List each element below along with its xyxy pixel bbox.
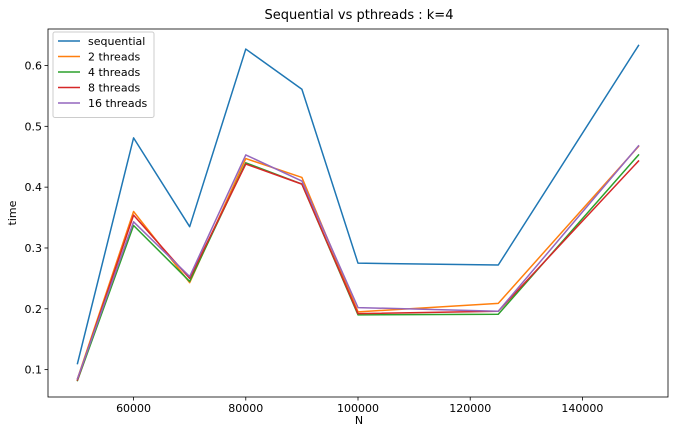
x-tick-label: 100000	[337, 402, 379, 415]
x-axis: 60000 80000 100000 120000 140000	[116, 397, 603, 415]
y-tick-label: 0.5	[25, 120, 43, 133]
series-line-1	[76, 44, 640, 365]
x-tick-label: 120000	[449, 402, 491, 415]
legend: sequential 2 threads 4 threads 8 threads 16 …	[52, 31, 155, 118]
legend-label-5: 16 threads	[88, 97, 148, 110]
series-line-4	[76, 159, 640, 381]
legend-label-4: 8 threads	[88, 82, 141, 95]
y-axis: 0.1 0.2 0.3 0.4 0.5 0.6	[25, 59, 48, 377]
legend-label-1: sequential	[88, 35, 145, 48]
y-tick-label: 0.6	[25, 59, 43, 72]
y-axis-label: time	[6, 200, 19, 225]
chart-title: Sequential vs pthreads : k=4	[265, 8, 454, 23]
x-axis-label: N	[355, 414, 363, 427]
y-tick-label: 0.2	[25, 303, 43, 316]
legend-label-2: 2 threads	[88, 51, 141, 64]
y-tick-label: 0.1	[25, 364, 43, 377]
y-tick-label: 0.4	[25, 181, 43, 194]
series-line-5	[76, 144, 640, 380]
legend-box	[52, 31, 155, 118]
x-tick-label: 60000	[116, 402, 151, 415]
legend-label-3: 4 threads	[88, 66, 141, 79]
x-tick-label: 140000	[561, 402, 603, 415]
x-tick-label: 80000	[228, 402, 263, 415]
y-tick-label: 0.3	[25, 242, 43, 255]
